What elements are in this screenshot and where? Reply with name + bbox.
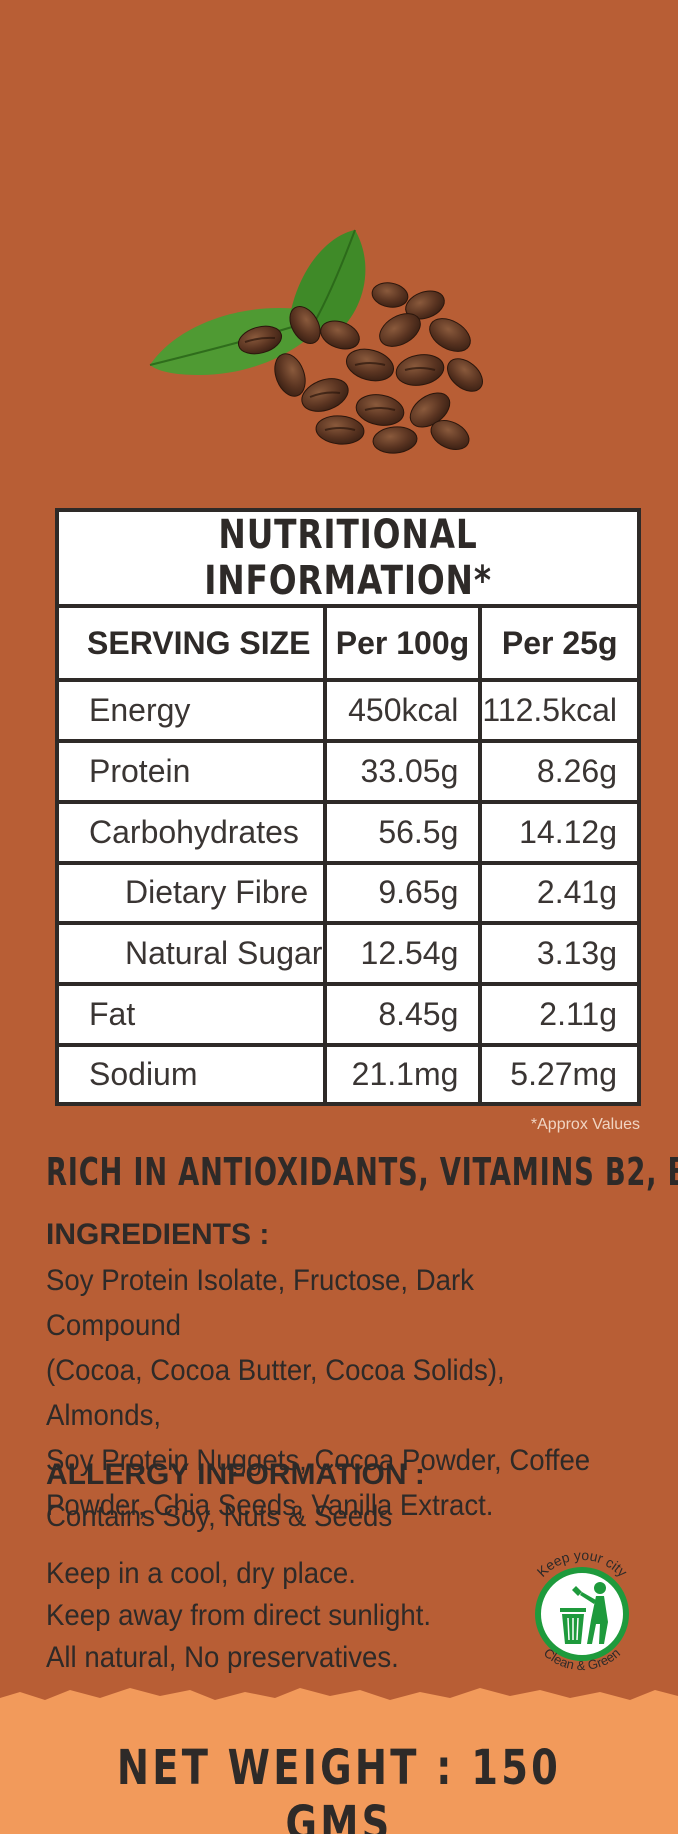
- row-label: Dietary Fibre: [59, 864, 327, 926]
- ingredients-line: Soy Protein Isolate, Fructose, Dark Comp…: [46, 1264, 474, 1342]
- table-row: Dietary Fibre 9.65g 2.41g: [59, 864, 637, 926]
- table-row: Fat 8.45g 2.11g: [59, 986, 637, 1048]
- row-value-per25: 2.41g: [482, 864, 637, 926]
- ingredients-line: Soy Protein Nuggets, Cocoa Powder, Coffe…: [46, 1444, 591, 1477]
- row-label: Fat: [59, 986, 327, 1048]
- allergy-text: Contains Soy, Nuts & Seeds: [46, 1500, 393, 1533]
- header-per-25g: Per 25g: [482, 608, 637, 682]
- row-value-per100: 9.65g: [326, 864, 483, 926]
- row-value-per100: 33.05g: [326, 742, 483, 804]
- allergy-heading: ALLERGY INFORMATION :: [46, 1458, 425, 1491]
- storage-line: Keep in a cool, dry place.: [46, 1557, 356, 1590]
- header-serving-size: SERVING SIZE: [59, 608, 327, 682]
- ingredients-line: Powder, Chia Seeds, Vanilla Extract.: [46, 1489, 494, 1522]
- row-value-per25: 112.5kcal: [482, 682, 637, 743]
- table-row: Sodium 21.1mg 5.27mg: [59, 1047, 637, 1102]
- ingredients-heading: INGREDIENTS :: [46, 1218, 270, 1251]
- antioxidant-claim: RICH IN ANTIOXIDANTS, VITAMINS B2, B5: [46, 1150, 678, 1194]
- row-label: Natural Sugar: [59, 925, 327, 987]
- net-weight: NET WEIGHT : 150 GMS: [116, 1740, 562, 1834]
- clean-green-badge: Keep your city Clean & Green: [534, 1547, 631, 1673]
- row-value-per100: 56.5g: [326, 803, 483, 865]
- table-row: Natural Sugar 12.54g 3.13g: [59, 925, 637, 987]
- row-value-per25: 5.27mg: [482, 1047, 637, 1102]
- row-label: Energy: [59, 682, 327, 743]
- row-value-per25: 14.12g: [482, 803, 637, 865]
- storage-line: All natural, No preservatives.: [46, 1641, 399, 1674]
- row-value-per25: 3.13g: [482, 925, 637, 987]
- row-value-per100: 21.1mg: [326, 1047, 483, 1102]
- row-label: Carbohydrates: [59, 803, 327, 865]
- row-value-per100: 450kcal: [326, 682, 483, 743]
- bottom-band: [0, 1688, 678, 1834]
- storage-line: Keep away from direct sunlight.: [46, 1599, 432, 1632]
- table-header-row: SERVING SIZE Per 100g Per 25g: [59, 608, 637, 682]
- ingredients-text: Soy Protein Isolate, Fructose, Dark Comp…: [46, 1258, 607, 1528]
- table-row: Energy 450kcal 112.5kcal: [59, 682, 637, 743]
- coffee-beans-leaf-image: [149, 229, 483, 454]
- row-label: Sodium: [59, 1047, 327, 1102]
- row-label: Protein: [59, 742, 327, 804]
- row-value-per25: 8.26g: [482, 742, 637, 804]
- header-per-100g: Per 100g: [326, 608, 483, 682]
- storage-instructions: Keep in a cool, dry place. Keep away fro…: [46, 1553, 431, 1679]
- approx-values-note: *Approx Values: [530, 1116, 640, 1133]
- row-value-per100: 12.54g: [326, 925, 483, 987]
- row-value-per25: 2.11g: [482, 986, 637, 1048]
- nutrition-table: NUTRITIONAL INFORMATION* SERVING SIZE Pe…: [55, 508, 641, 1106]
- table-row: Protein 33.05g 8.26g: [59, 742, 637, 804]
- ingredients-line: (Cocoa, Cocoa Butter, Cocoa Solids), Alm…: [46, 1354, 505, 1432]
- row-value-per100: 8.45g: [326, 986, 483, 1048]
- table-row: Carbohydrates 56.5g 14.12g: [59, 803, 637, 865]
- nutrition-title: NUTRITIONAL INFORMATION*: [204, 512, 492, 604]
